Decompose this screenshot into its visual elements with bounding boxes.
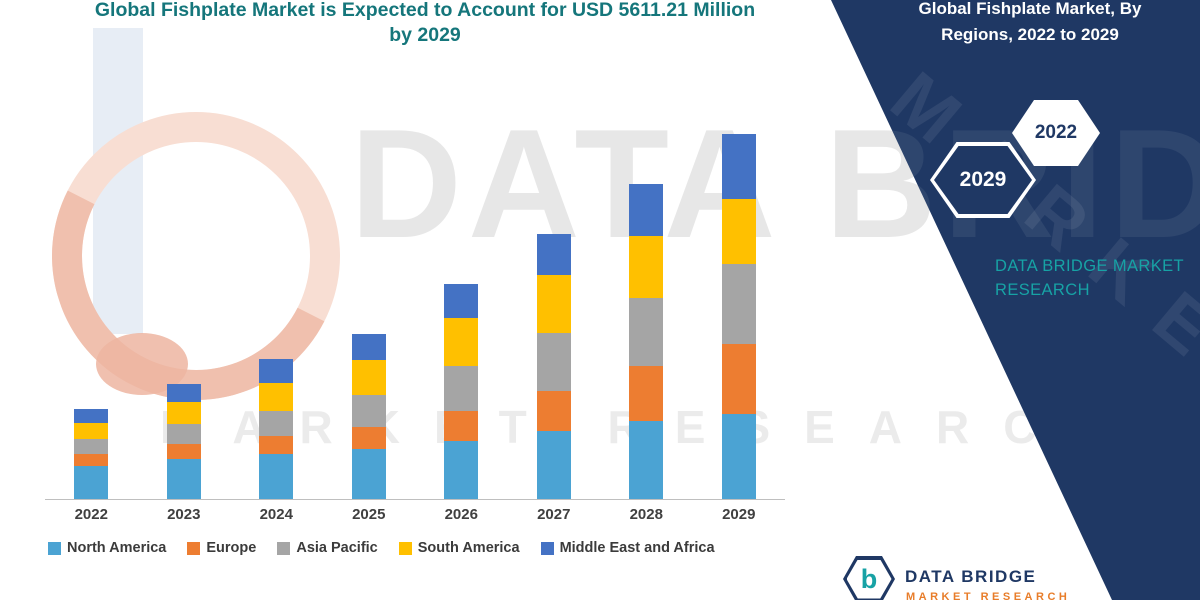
side-panel-title: Global Fishplate Market, By Regions, 202… <box>870 0 1190 47</box>
x-axis-label: 2029 <box>722 506 756 523</box>
bar-segment <box>536 391 571 431</box>
stacked-bar-2026 <box>444 284 479 499</box>
bar-segment <box>629 366 664 421</box>
bar-segment <box>166 402 201 424</box>
bar-segment <box>259 411 294 436</box>
footer-logo-monogram: b <box>846 559 892 599</box>
bar-column-2029 <box>693 122 786 499</box>
legend-swatch <box>277 541 291 555</box>
x-axis-label: 2022 <box>74 506 108 523</box>
bar-segment <box>444 411 479 441</box>
bar-segment <box>444 284 479 318</box>
stacked-bar-2023 <box>166 384 201 499</box>
legend-label: Asia Pacific <box>296 540 378 556</box>
bar-column-2022 <box>45 122 138 499</box>
bar-segment <box>74 454 109 466</box>
stacked-bar-2029 <box>721 134 756 499</box>
bars-row <box>45 122 785 500</box>
x-axis-label: 2026 <box>444 506 478 523</box>
chart-title-line1: Global Fishplate Market is Expected to A… <box>94 0 756 21</box>
bar-segment <box>351 360 386 395</box>
legend-item: Europe <box>187 540 256 556</box>
stacked-bar-2024 <box>259 359 294 499</box>
bar-column-2025 <box>323 122 416 499</box>
bar-segment <box>536 333 571 391</box>
side-panel-title-line2: Regions, 2022 to 2029 <box>941 24 1119 44</box>
footer-logo-subname: MARKET RESEARCH <box>906 591 1071 600</box>
legend-swatch <box>540 541 554 555</box>
legend-label: North America <box>67 540 167 556</box>
bar-segment <box>351 427 386 449</box>
bar-segment <box>74 439 109 454</box>
brand-text: DATA BRIDGE MARKET RESEARCH <box>995 255 1184 303</box>
bar-segment <box>166 384 201 402</box>
hexagon-2029-label: 2029 <box>934 146 1032 214</box>
bar-segment <box>259 454 294 499</box>
footer-logo-hexagon-icon: b <box>843 556 895 600</box>
x-axis-label: 2023 <box>167 506 201 523</box>
hexagon-2029: 2029 <box>930 142 1036 218</box>
side-panel-title-line1: Global Fishplate Market, By <box>918 0 1142 18</box>
bar-segment <box>536 431 571 499</box>
legend-label: Europe <box>206 540 257 556</box>
bar-segment <box>74 423 109 439</box>
bar-segment <box>74 409 109 423</box>
chart-title-line2: by 2029 <box>389 24 461 47</box>
stacked-bar-2022 <box>74 409 109 499</box>
bar-segment <box>721 414 756 499</box>
bar-column-2027 <box>508 122 601 499</box>
brand-text-line2: RESEARCH <box>995 280 1090 299</box>
bar-column-2028 <box>600 122 693 499</box>
bar-column-2023 <box>138 122 231 499</box>
bar-segment <box>166 424 201 444</box>
chart-title: Global Fishplate Market is Expected to A… <box>30 0 820 49</box>
bar-segment <box>629 184 664 236</box>
stacked-bar-2028 <box>629 184 664 499</box>
legend-item: Asia Pacific <box>277 540 378 556</box>
bar-segment <box>74 466 109 499</box>
stacked-bar-2027 <box>536 234 571 499</box>
bar-segment <box>721 344 756 414</box>
x-labels: 2022 2023 2024 2025 2026 2027 2028 2029 <box>45 506 785 523</box>
bar-segment <box>351 449 386 499</box>
legend-item: Middle East and Africa <box>540 540 715 556</box>
legend-swatch <box>48 541 61 555</box>
legend-item: South America <box>398 540 520 556</box>
x-axis-label: 2027 <box>537 506 571 523</box>
legend: North America Europe Asia Pacific South Ame… <box>48 540 808 556</box>
bar-segment <box>166 444 201 459</box>
bar-segment <box>536 234 571 275</box>
bar-segment <box>351 395 386 427</box>
x-axis-label: 2025 <box>352 506 386 523</box>
bar-segment <box>629 298 664 366</box>
bar-segment <box>721 199 756 264</box>
bar-segment <box>536 275 571 333</box>
bar-segment <box>721 134 756 199</box>
bar-segment <box>444 318 479 366</box>
bar-segment <box>259 436 294 454</box>
bar-segment <box>444 366 479 411</box>
bar-segment <box>721 264 756 344</box>
bar-segment <box>629 421 664 499</box>
footer-logo-name: DATA BRIDGE <box>905 567 1037 586</box>
x-axis-label: 2024 <box>259 506 293 523</box>
legend-label: Middle East and Africa <box>559 540 715 556</box>
legend-item: North America <box>48 540 166 556</box>
x-axis-label: 2028 <box>629 506 663 523</box>
bar-segment <box>444 441 479 499</box>
legend-label: South America <box>417 540 520 556</box>
bar-column-2024 <box>230 122 323 499</box>
stacked-bar-2025 <box>351 334 386 499</box>
legend-swatch <box>187 541 201 555</box>
bar-segment <box>259 359 294 383</box>
brand-text-line1: DATA BRIDGE MARKET <box>995 257 1185 275</box>
bar-segment <box>166 459 201 499</box>
bar-segment <box>259 383 294 411</box>
bar-segment <box>629 236 664 298</box>
legend-swatch <box>398 541 412 555</box>
bar-segment <box>351 334 386 360</box>
bar-column-2026 <box>415 122 508 499</box>
